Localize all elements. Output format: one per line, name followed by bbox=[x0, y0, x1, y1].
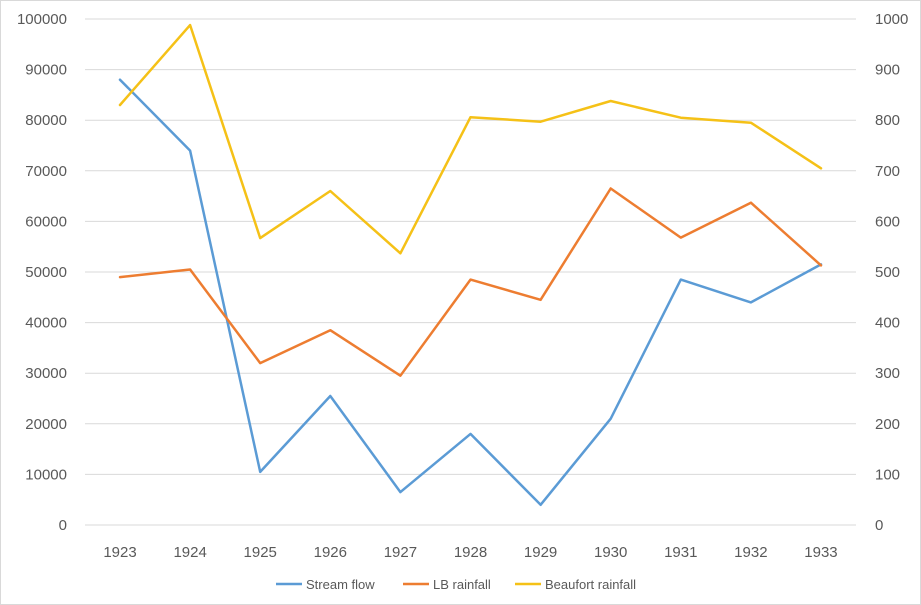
x-axis: 1923 1924 1925 1926 1927 1928 1929 1930 1931 1932… bbox=[103, 544, 837, 561]
left-tick-label: 0 bbox=[59, 517, 67, 534]
x-tick-label: 1933 bbox=[804, 544, 837, 561]
x-tick-label: 1928 bbox=[454, 544, 487, 561]
x-tick-label: 1925 bbox=[244, 544, 277, 561]
legend: Stream flow LB rainfall Beaufort rainfall bbox=[276, 577, 636, 592]
legend-label-stream-flow: Stream flow bbox=[306, 577, 375, 592]
left-tick-label: 70000 bbox=[25, 163, 67, 180]
right-tick-label: 400 bbox=[875, 315, 900, 332]
x-tick-label: 1931 bbox=[664, 544, 697, 561]
left-tick-label: 10000 bbox=[25, 466, 67, 483]
left-tick-label: 60000 bbox=[25, 213, 67, 230]
right-tick-label: 1000 bbox=[875, 11, 908, 28]
x-tick-label: 1932 bbox=[734, 544, 767, 561]
left-tick-label: 80000 bbox=[25, 112, 67, 129]
x-tick-label: 1926 bbox=[314, 544, 347, 561]
x-tick-label: 1923 bbox=[103, 544, 136, 561]
right-tick-label: 100 bbox=[875, 466, 900, 483]
right-tick-label: 800 bbox=[875, 112, 900, 129]
right-tick-label: 300 bbox=[875, 365, 900, 382]
right-tick-label: 200 bbox=[875, 416, 900, 433]
x-tick-label: 1930 bbox=[594, 544, 627, 561]
legend-label-lb-rainfall: LB rainfall bbox=[433, 577, 491, 592]
left-tick-label: 100000 bbox=[17, 11, 67, 28]
right-tick-label: 900 bbox=[875, 62, 900, 79]
gridlines bbox=[85, 18, 856, 526]
series-line-stream-flow bbox=[118, 78, 823, 507]
left-tick-label: 50000 bbox=[25, 264, 67, 281]
right-tick-label: 600 bbox=[875, 213, 900, 230]
series-line-beaufort-rainfall bbox=[118, 23, 823, 255]
series-layer bbox=[118, 23, 823, 507]
x-tick-label: 1927 bbox=[384, 544, 417, 561]
series-line-lb-rainfall bbox=[118, 187, 823, 377]
left-tick-label: 20000 bbox=[25, 416, 67, 433]
left-tick-label: 30000 bbox=[25, 365, 67, 382]
x-tick-label: 1929 bbox=[524, 544, 557, 561]
left-tick-label: 90000 bbox=[25, 62, 67, 79]
right-y-axis: 0 100 200 300 400 500 600 700 800 900 1000 bbox=[875, 11, 908, 534]
left-tick-label: 40000 bbox=[25, 315, 67, 332]
legend-label-beaufort-rainfall: Beaufort rainfall bbox=[545, 577, 636, 592]
left-y-axis: 0 10000 20000 30000 40000 50000 60000 70000 8000… bbox=[17, 11, 67, 534]
x-tick-label: 1924 bbox=[173, 544, 206, 561]
right-tick-label: 500 bbox=[875, 264, 900, 281]
right-tick-label: 0 bbox=[875, 517, 883, 534]
right-tick-label: 700 bbox=[875, 163, 900, 180]
